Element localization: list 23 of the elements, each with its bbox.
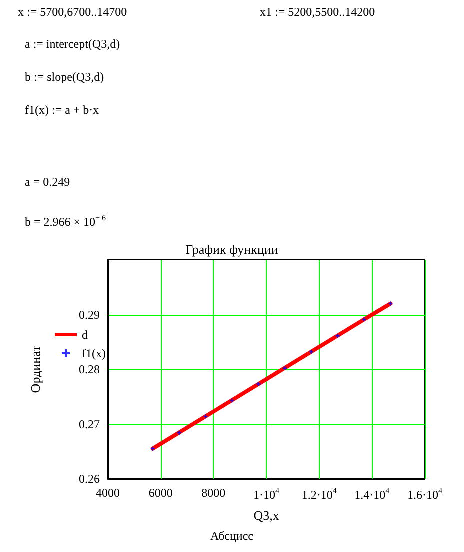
legend-label: f1(x) [82,346,106,360]
text: b := slope(Q3,d) [25,70,104,84]
x-axis-title: Q3,x [254,508,280,523]
point [388,301,394,306]
legend-label: d [82,328,88,342]
y-tick-label: 0.26 [79,472,100,486]
text: a = 0.249 [25,175,70,189]
y-tick-label: 0.28 [79,362,100,376]
x-tick-label: 4000 [96,486,120,500]
line-series [150,302,393,451]
text: Абсцисс [210,529,254,543]
y-tick-label: 0.29 [79,308,100,322]
text: x1 := 5200,5500..14200 [260,5,376,19]
point [362,317,367,322]
y-tick-label: 0.27 [79,417,100,432]
chart-title: График функции [186,242,278,257]
text: f1(x) := a + b·x [25,103,100,117]
x-tick-label: 8000 [202,486,226,500]
text: a := intercept(Q3,d) [25,37,120,51]
point [230,398,235,404]
x-tick-label: 6000 [148,486,173,500]
text: x := 5700,6700..14700 [18,5,128,19]
y-axis-title: Ординат [28,346,43,394]
